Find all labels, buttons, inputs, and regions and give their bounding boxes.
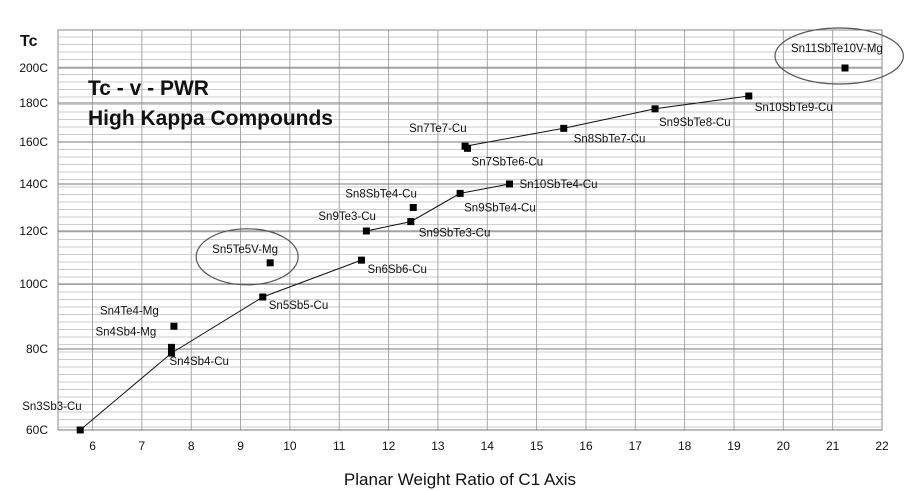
data-point bbox=[407, 218, 415, 226]
data-point bbox=[362, 227, 370, 235]
data-label: Sn8SbTe4-Cu bbox=[345, 189, 417, 201]
data-point bbox=[76, 426, 84, 434]
data-label: Sn8SbTe7-Cu bbox=[574, 133, 646, 145]
x-tick-label: 6 bbox=[89, 439, 96, 453]
x-tick-label: 19 bbox=[727, 439, 741, 453]
x-tick-label: 21 bbox=[826, 439, 840, 453]
data-point bbox=[167, 343, 175, 351]
data-point bbox=[456, 189, 464, 197]
trend-lines bbox=[79, 95, 749, 431]
data-label: Sn7SbTe6-Cu bbox=[472, 156, 544, 168]
data-point bbox=[259, 293, 267, 301]
data-label: Sn4Sb4-Cu bbox=[169, 356, 228, 368]
data-label: Sn4Te4-Mg bbox=[100, 305, 159, 317]
x-tick-label: 10 bbox=[283, 439, 297, 453]
data-label: Sn5Te5V-Mg bbox=[212, 244, 278, 256]
y-tick-label: 60C bbox=[26, 423, 48, 437]
data-label: Sn3Sb3-Cu bbox=[22, 401, 81, 413]
chart-title: Tc - v - PWR bbox=[88, 77, 209, 100]
x-tick-label: 20 bbox=[777, 439, 791, 453]
highlight-ellipse bbox=[774, 27, 904, 85]
x-tick-label: 15 bbox=[530, 439, 544, 453]
y-tick-label: 180C bbox=[19, 96, 48, 110]
x-tick-label: 17 bbox=[629, 439, 643, 453]
x-tick-label: 11 bbox=[333, 439, 346, 453]
data-point bbox=[651, 105, 659, 113]
data-points: Sn3Sb3-Cu Sn4Sb4-Cu Sn4Sb4-Mg Sn4Te4-Mg Sn5S… bbox=[22, 43, 883, 434]
y-tick-label: 160C bbox=[19, 135, 48, 149]
trend-line bbox=[79, 259, 362, 431]
data-label: Sn7Te7-Cu bbox=[409, 123, 467, 135]
data-label: Sn9Te3-Cu bbox=[318, 211, 376, 223]
x-tick-label: 13 bbox=[431, 439, 445, 453]
data-point bbox=[357, 256, 365, 264]
data-point bbox=[409, 204, 417, 211]
highlight-ellipse bbox=[195, 228, 299, 286]
data-point bbox=[505, 180, 513, 188]
data-point bbox=[464, 144, 472, 152]
data-point bbox=[745, 92, 753, 100]
x-tick-label: 16 bbox=[579, 439, 593, 453]
data-label: Sn11SbTe10V-Mg bbox=[791, 43, 883, 55]
data-label: Sn6Sb6-Cu bbox=[367, 264, 426, 276]
data-label: Sn9SbTe3-Cu bbox=[419, 228, 491, 240]
data-label: Sn10SbTe9-Cu bbox=[755, 102, 833, 114]
data-label: Sn10SbTe4-Cu bbox=[519, 179, 597, 191]
y-tick-label: 120C bbox=[19, 224, 48, 238]
x-tick-label: 7 bbox=[139, 439, 146, 453]
trend-line bbox=[366, 183, 510, 232]
data-point bbox=[266, 259, 274, 267]
data-point bbox=[841, 64, 849, 72]
data-point bbox=[560, 124, 568, 132]
chart-subtitle: High Kappa Compounds bbox=[88, 107, 333, 130]
data-label: Sn4Sb4-Mg bbox=[95, 326, 156, 338]
y-tick-label: 140C bbox=[19, 177, 48, 191]
x-tick-label: 14 bbox=[481, 439, 495, 453]
highlight-ellipses bbox=[195, 27, 904, 286]
y-tick-label: 100C bbox=[19, 277, 48, 291]
x-tick-label: 9 bbox=[237, 439, 244, 453]
x-tick-label: 8 bbox=[188, 439, 195, 453]
x-tick-label: 22 bbox=[875, 439, 889, 453]
x-axis-label: Planar Weight Ratio of C1 Axis bbox=[344, 470, 576, 489]
x-tick-label: 12 bbox=[382, 439, 396, 453]
x-tick-label: 18 bbox=[678, 439, 692, 453]
trend-line bbox=[465, 95, 749, 147]
data-label: Sn5Sb5-Cu bbox=[269, 300, 328, 312]
data-label: Sn9SbTe8-Cu bbox=[659, 117, 731, 129]
y-tick-label: 80C bbox=[26, 342, 48, 356]
y-tick-labels: 60C 80C 100C 120C 140C 160C 180C 200C bbox=[19, 61, 48, 437]
x-tick-labels: 6 7 8 9 10 11 12 13 14 15 16 17 18 19 20 21 22 bbox=[89, 439, 889, 453]
data-point bbox=[167, 349, 175, 357]
data-point bbox=[170, 322, 178, 330]
y-axis-label: Tc bbox=[20, 33, 38, 50]
data-label: Sn9SbTe4-Cu bbox=[464, 202, 536, 214]
y-tick-label: 200C bbox=[19, 61, 48, 75]
